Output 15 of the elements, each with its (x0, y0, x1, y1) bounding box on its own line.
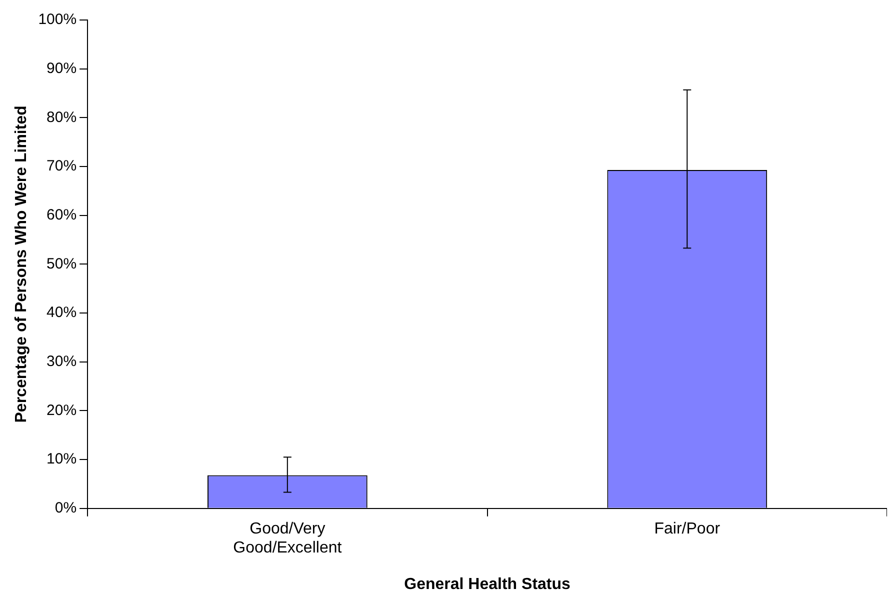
y-tick-label: 10% (46, 450, 77, 468)
x-tick-label: Good/Very Good/Excellent (233, 520, 342, 557)
y-tick-label: 100% (38, 11, 77, 28)
y-tick-label: 70% (46, 158, 77, 175)
y-tick-label: 0% (54, 500, 77, 517)
y-tick-label: 60% (46, 206, 77, 224)
y-tick-label: 80% (46, 108, 77, 126)
x-axis-title: General Health Status (404, 576, 571, 593)
y-tick-label: 50% (46, 255, 77, 272)
y-tick-label: 20% (46, 402, 77, 419)
x-tick-label: Fair/Poor (654, 520, 721, 538)
y-tick-label: 30% (46, 353, 77, 370)
y-axis-title: Percentage of Persons Who Were Limited (13, 106, 30, 423)
y-tick-label: 90% (46, 60, 77, 77)
y-tick-label: 40% (46, 304, 77, 322)
